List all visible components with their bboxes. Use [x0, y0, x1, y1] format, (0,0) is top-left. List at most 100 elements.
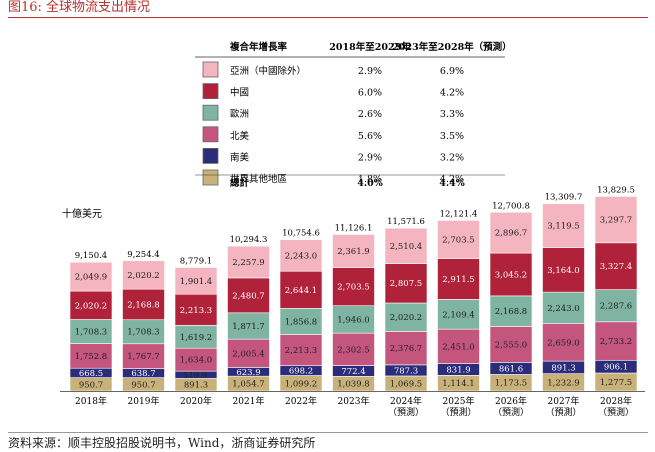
bar-value-label: 3,164.0 — [547, 266, 579, 276]
x-tick-sublabel: （預測） — [493, 406, 529, 418]
bar-value-label: 950.7 — [79, 380, 103, 390]
bar-total-label: 13,309.7 — [545, 193, 583, 203]
bar-total-label: 13,829.5 — [597, 185, 635, 195]
bar-total-label: 11,571.6 — [387, 217, 425, 227]
bar-segment — [542, 247, 585, 293]
bar-value-label: 1,173.5 — [495, 379, 527, 389]
bar-segment — [489, 252, 533, 297]
legend-series-name: 歐洲 — [230, 108, 249, 120]
legend-series-name: 南美 — [230, 151, 250, 163]
bar-value-label: 638.7 — [131, 369, 155, 379]
bar-value-label: 2,733.2 — [600, 337, 632, 347]
bar-value-label: 2,555.0 — [495, 340, 527, 350]
bar-value-label: 2,480.7 — [232, 291, 264, 301]
bar-value-label: 906.1 — [604, 363, 628, 373]
bar-segment — [227, 277, 270, 314]
bar-segment — [69, 290, 113, 320]
bar-segment — [542, 203, 585, 248]
x-tick-label: 2018年 — [75, 395, 107, 407]
bar-value-label: 1,946.0 — [337, 315, 369, 325]
x-tick-label: 2026年 — [495, 395, 527, 407]
legend-cagr-2023-2028: 4.2% — [440, 88, 464, 99]
bar-total-label: 12,700.8 — [492, 201, 530, 211]
x-tick-label: 2024年 — [390, 395, 422, 407]
bar-total-label: 10,754.6 — [282, 229, 320, 239]
bar-value-label: 2,257.9 — [232, 258, 264, 268]
legend-cagr-2023-2028: 4.2% — [440, 174, 464, 185]
bar-segment — [122, 319, 165, 345]
bar-value-label: 2,644.1 — [285, 286, 317, 296]
bar-segment — [489, 295, 533, 327]
bar-value-label: 519.9 — [183, 371, 207, 381]
bar-segment — [437, 258, 480, 300]
bar-value-label: 2,243.0 — [285, 251, 317, 261]
x-tick-label: 2028年 — [600, 395, 632, 407]
bar-value-label: 950.7 — [131, 380, 155, 390]
bar-segment — [174, 267, 218, 295]
unit-label: 十億美元 — [62, 207, 102, 220]
bar-segment — [279, 334, 323, 367]
legend-header-col2: 2023年至2028年（預測） — [392, 41, 511, 53]
bar-value-label: 2,109.4 — [442, 310, 474, 320]
bar-total-label: 9,150.4 — [75, 251, 107, 261]
bar-value-label: 2,896.7 — [495, 229, 527, 239]
bar-segment — [69, 261, 113, 292]
bar-segment — [279, 270, 323, 309]
legend-swatch — [202, 61, 219, 78]
legend-cagr-2018-2023: 2.6% — [358, 109, 382, 120]
legend-total-col1: 4.0% — [357, 178, 383, 189]
bar-value-label: 2,049.9 — [75, 273, 107, 283]
source-note: 资料来源：顺丰控股招股说明书，Wind，浙商证券研究所 — [8, 432, 648, 451]
bar-segment — [332, 234, 375, 268]
bar-value-label: 2,510.4 — [390, 242, 422, 252]
bar-value-label: 2,213.3 — [285, 346, 317, 356]
bar-value-label: 1,752.8 — [75, 352, 107, 362]
bar-value-label: 3,119.5 — [547, 222, 579, 232]
bar-value-label: 698.2 — [289, 367, 313, 377]
bar-value-label: 2,302.5 — [337, 345, 369, 355]
bar-total-label: 11,126.1 — [335, 223, 373, 233]
bar-value-label: 2,020.2 — [127, 271, 159, 281]
bar-segment — [542, 291, 585, 324]
bar-value-label: 2,020.2 — [75, 301, 107, 311]
legend-cagr-2023-2028: 3.3% — [440, 109, 464, 120]
bar-value-label: 2,451.0 — [442, 342, 474, 352]
legend-cagr-2018-2023: 6.0% — [358, 88, 382, 99]
bar-segment — [122, 343, 165, 369]
bar-value-label: 1,634.0 — [180, 356, 212, 366]
bar-segment — [594, 321, 638, 361]
bar-value-label: 668.5 — [79, 369, 103, 379]
legend-total-name: 總計 — [230, 177, 250, 189]
bar-value-label: 2,168.8 — [127, 300, 159, 310]
bar-total-label: 8,779.1 — [180, 256, 212, 266]
bar-value-label: 623.9 — [236, 368, 260, 378]
figure-title: 图16: 全球物流支出情况 — [8, 0, 648, 18]
bar-segment — [332, 305, 375, 334]
legend-swatch — [202, 126, 219, 143]
bar-value-label: 2,807.5 — [390, 279, 422, 289]
bar-segment — [594, 196, 638, 244]
bar-value-label: 772.4 — [341, 367, 365, 377]
x-tick-label: 2027年 — [548, 395, 580, 407]
bar-value-label: 2,703.5 — [442, 235, 474, 245]
bar-segment — [384, 331, 428, 366]
legend-series-name: 北美 — [230, 130, 250, 142]
bar-value-label: 2,287.6 — [600, 302, 632, 312]
bar-value-label: 3,327.4 — [600, 262, 632, 272]
bar-segment — [227, 338, 270, 368]
bar-value-label: 2,703.5 — [337, 283, 369, 293]
legend-cagr-2023-2028: 6.9% — [440, 66, 464, 77]
bar-segment — [384, 302, 428, 332]
bar-value-label: 2,005.4 — [232, 349, 264, 359]
x-axis: 2018年 2019年 2020年 2021年 2022年 2023年 2024年（預測）2… — [60, 391, 645, 418]
bar-value-label: 1,767.7 — [127, 352, 159, 362]
bar-value-label: 1,619.2 — [180, 333, 212, 343]
legend-series-name: 中國 — [230, 87, 249, 99]
bar-value-label: 1,277.5 — [600, 378, 632, 388]
bar-segment — [122, 260, 165, 290]
bar-value-label: 1,232.9 — [547, 378, 579, 388]
bar-value-label: 861.6 — [499, 364, 523, 374]
bar-segment — [594, 242, 638, 290]
x-tick-sublabel: （預測） — [545, 406, 581, 418]
